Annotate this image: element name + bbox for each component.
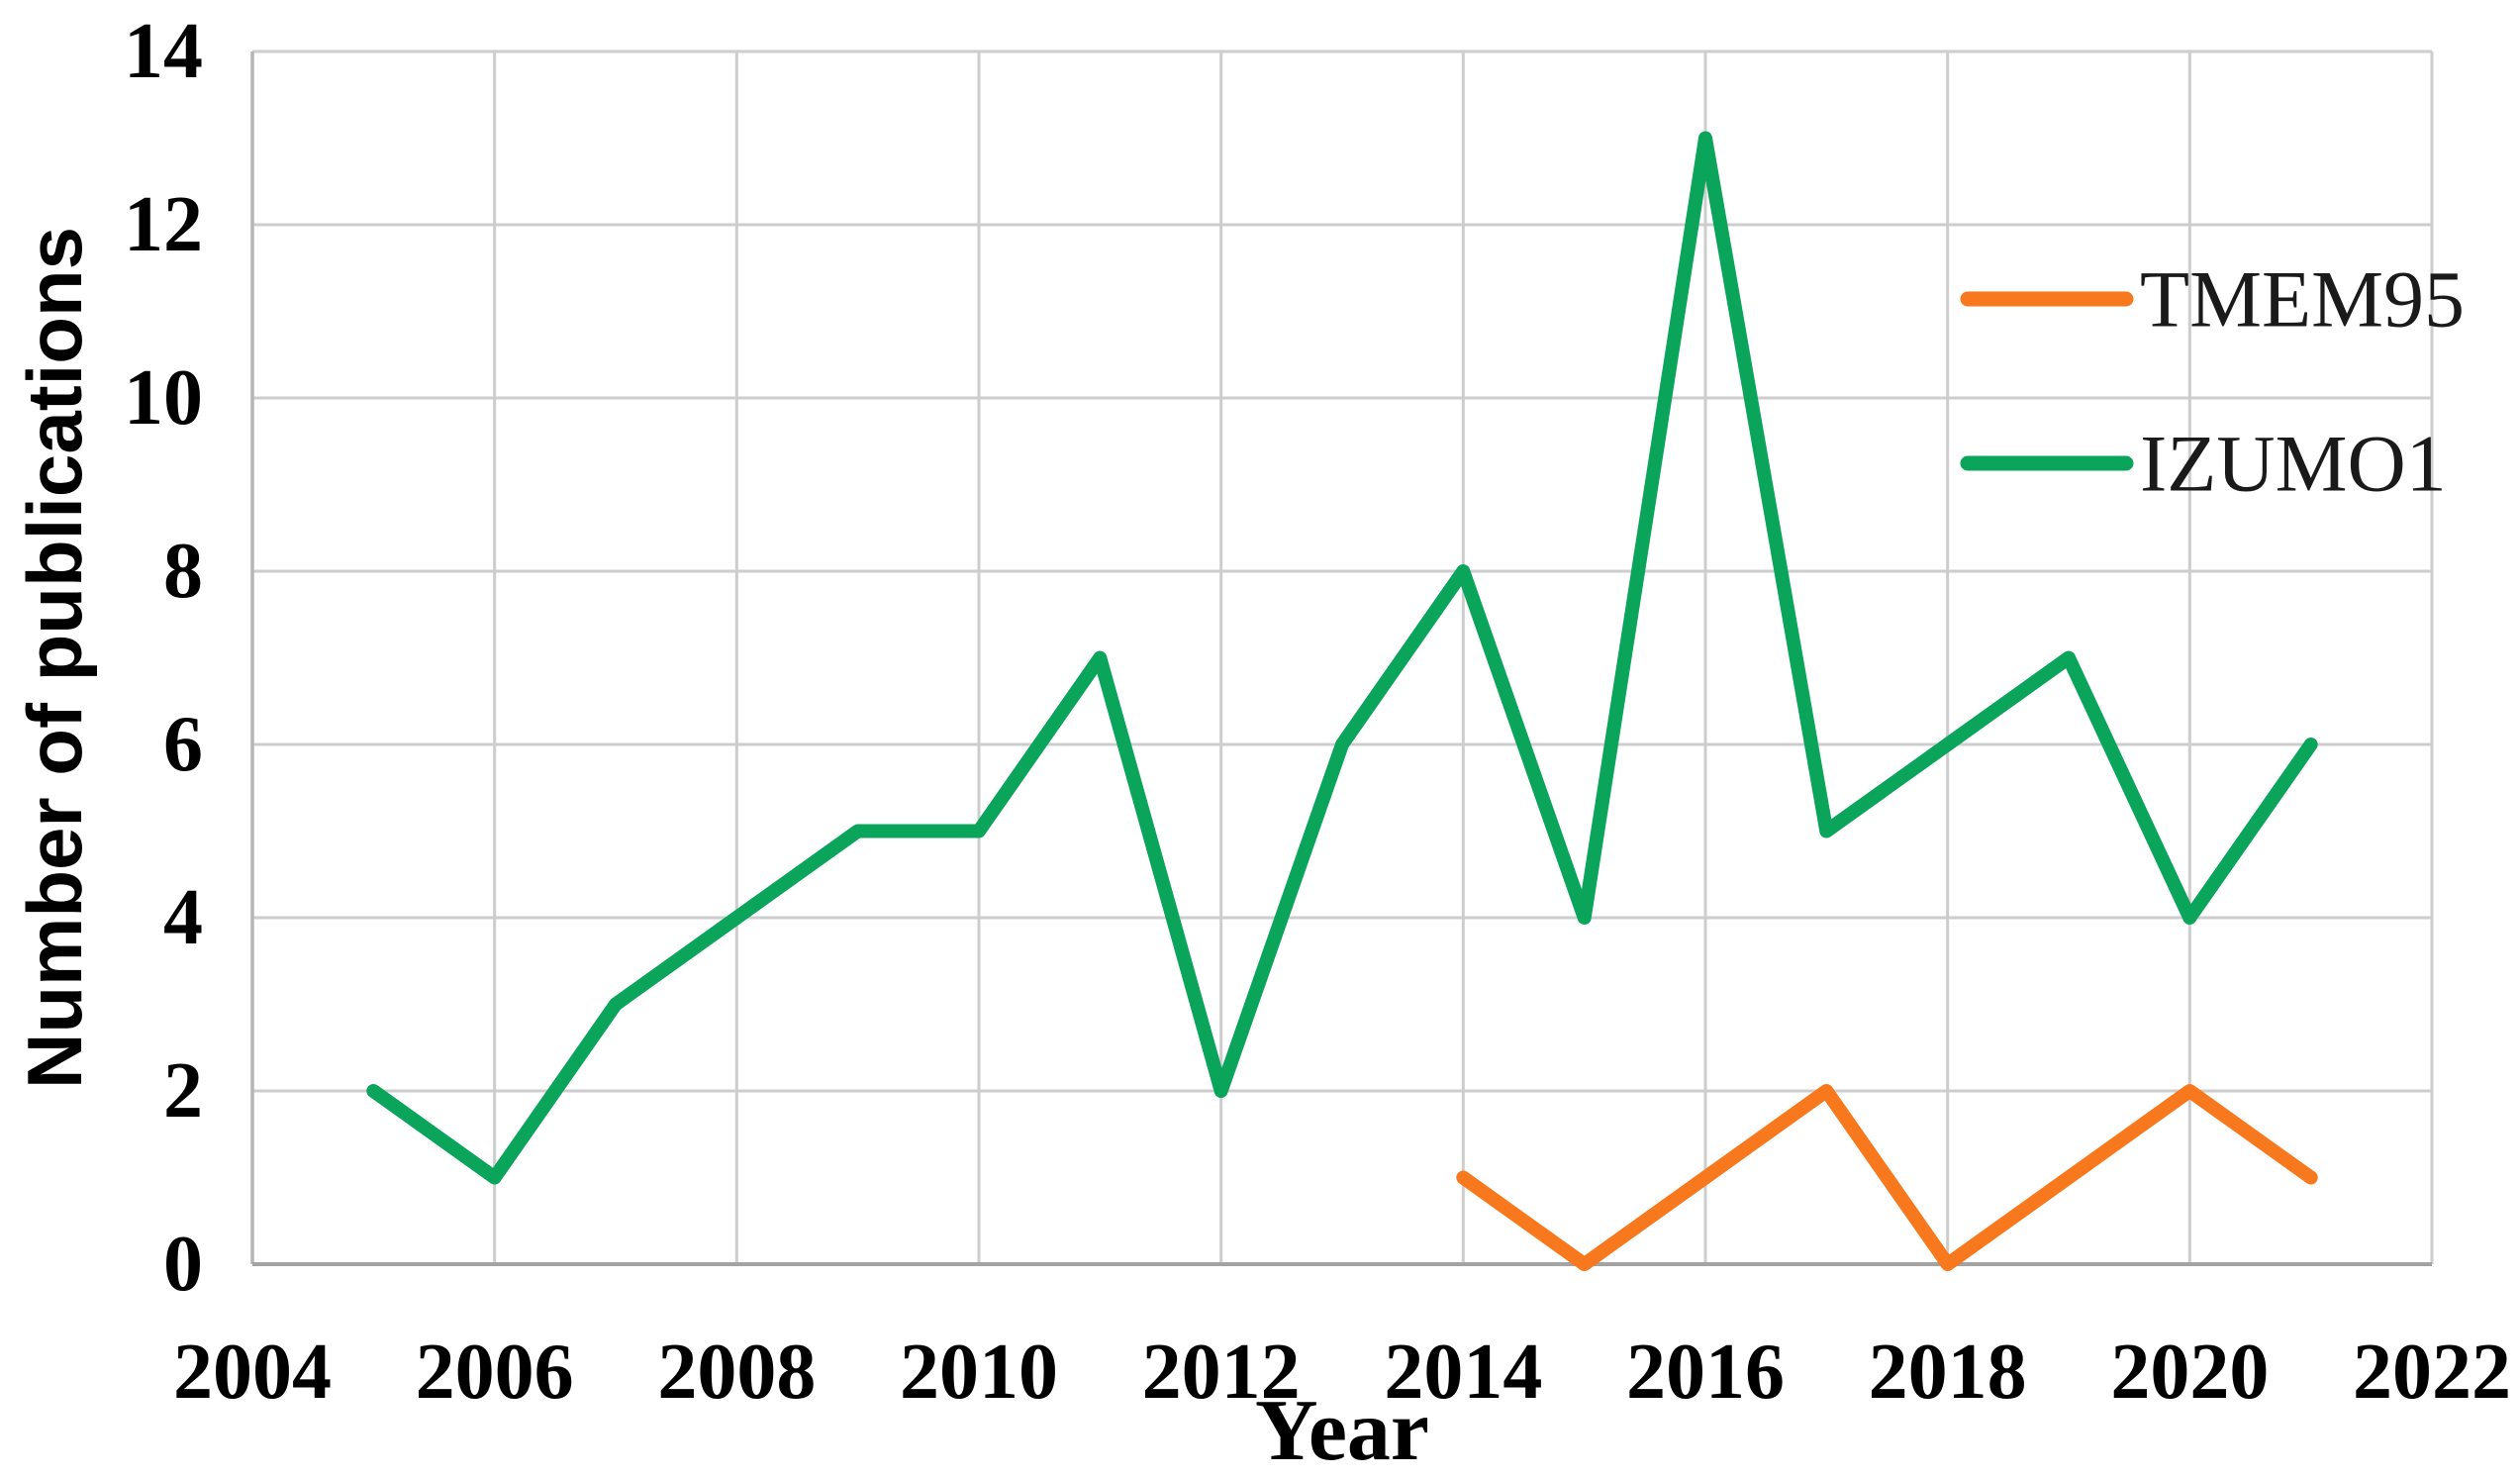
y-tick-label: 12 (124, 181, 203, 268)
x-tick-label: 2010 (900, 1329, 1058, 1416)
x-tick-label: 2014 (1384, 1329, 1542, 1416)
series-line-tmem95 (1456, 1084, 2318, 1271)
y-tick-label: 2 (163, 1047, 203, 1134)
x-tick-label: 2022 (2353, 1329, 2511, 1416)
y-tick-label: 0 (163, 1221, 203, 1308)
data-series (366, 131, 2318, 1271)
x-tick-label: 2004 (173, 1329, 332, 1416)
axis-lines (250, 51, 2432, 1266)
legend-label: IZUMO1 (2140, 419, 2447, 509)
legend-label: TMEM95 (2140, 254, 2465, 345)
x-tick-label: 2020 (2110, 1329, 2269, 1416)
y-tick-label: 4 (163, 874, 203, 961)
legend: TMEM95 IZUMO1 (1960, 254, 2465, 509)
x-axis-title: Year (1255, 1383, 1429, 1479)
gridlines (250, 49, 2434, 1266)
x-tick-label: 2006 (416, 1329, 574, 1416)
series-line-izumo1 (366, 131, 2318, 1185)
x-tick-label: 2012 (1142, 1329, 1301, 1416)
legend-entry-tmem95: TMEM95 (1960, 254, 2465, 345)
x-tick-label: 2018 (1869, 1329, 2027, 1416)
y-tick-label: 6 (163, 701, 203, 788)
tick-labels: 0 2 4 6 8 10 12 14 2004 2006 2008 2010 2012 2014 2016 2… (124, 8, 2511, 1416)
y-tick-label: 10 (124, 354, 203, 442)
y-tick-label: 8 (163, 528, 203, 615)
y-axis-title: Number of publications (11, 227, 98, 1089)
y-tick-label: 14 (124, 8, 203, 95)
x-tick-label: 2016 (1626, 1329, 1785, 1416)
legend-entry-izumo1: IZUMO1 (1960, 419, 2447, 509)
x-tick-label: 2008 (657, 1329, 816, 1416)
